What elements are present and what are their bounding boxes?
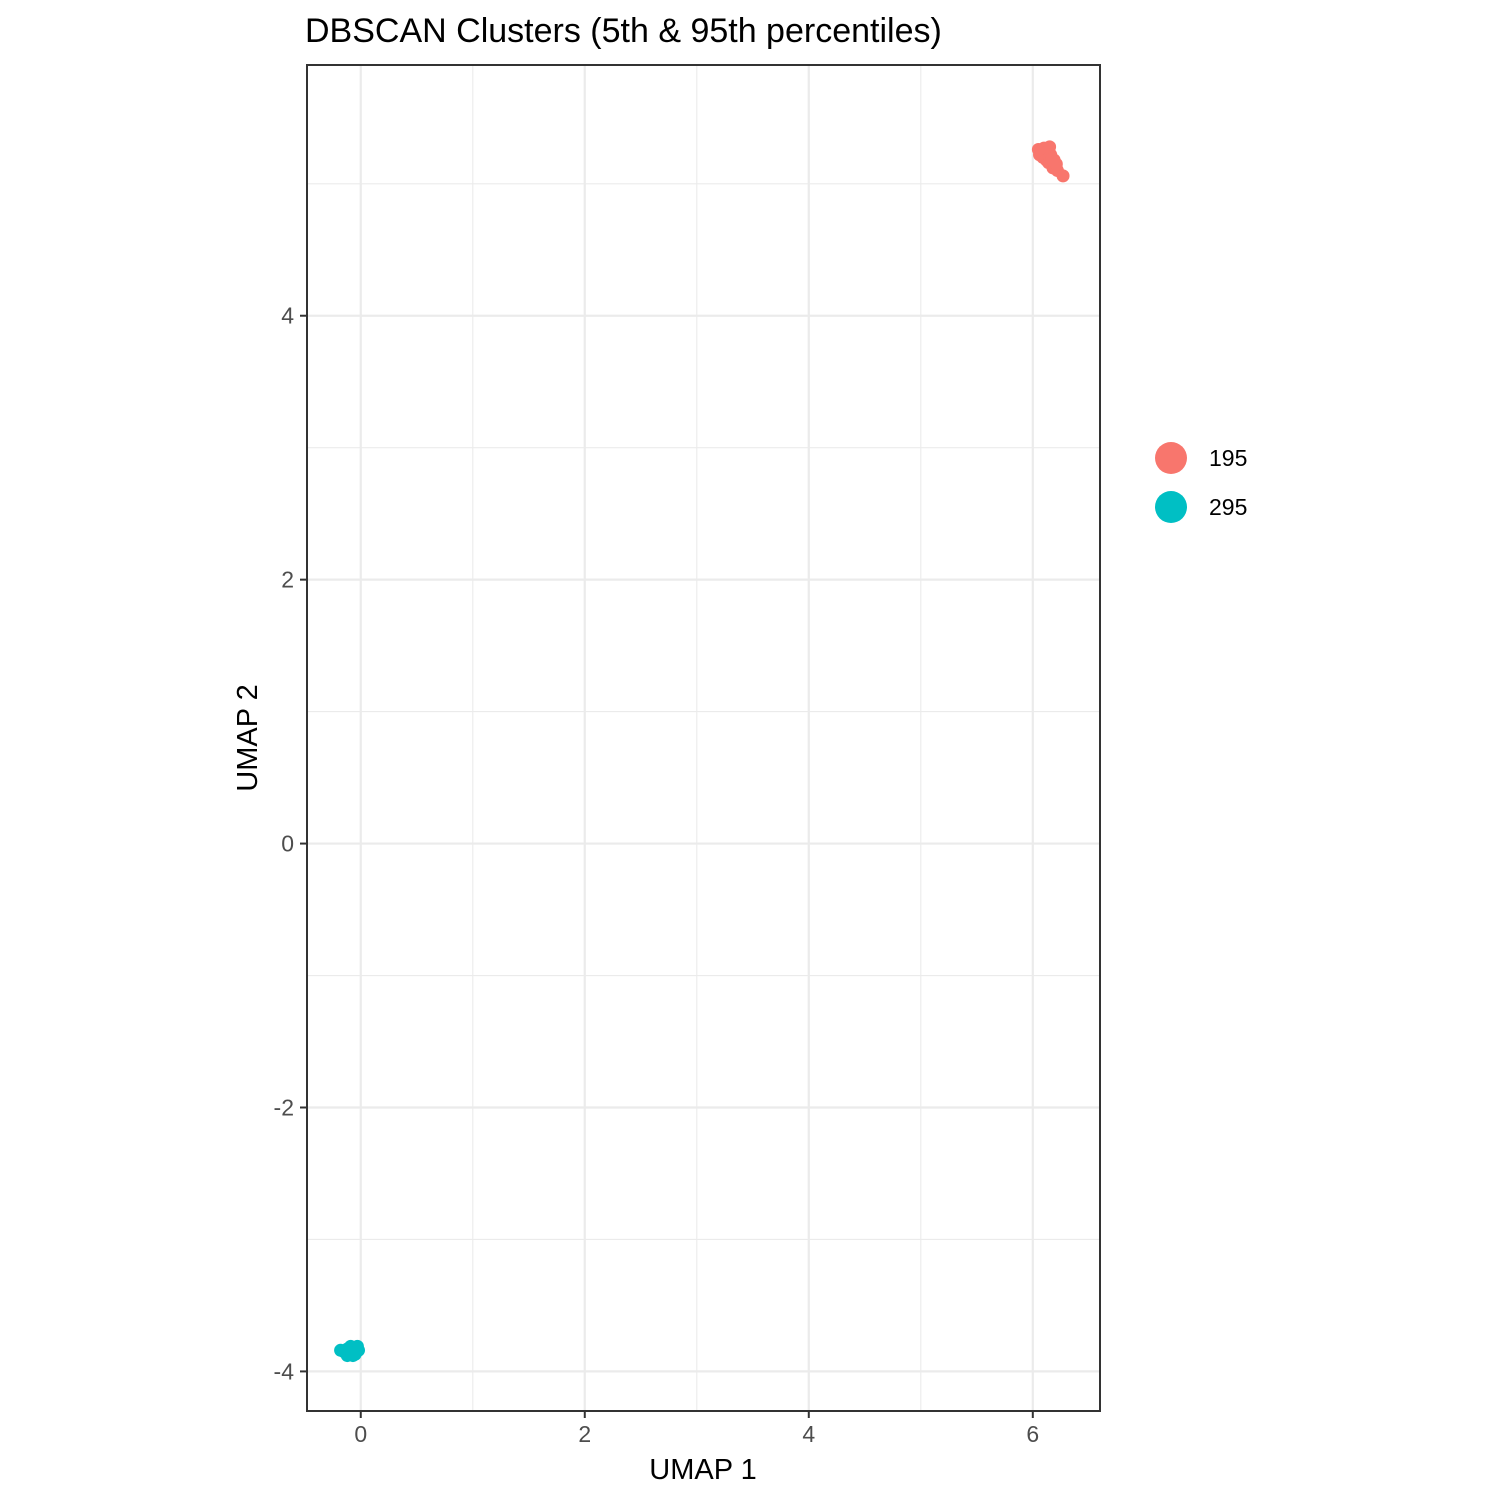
plot-panel-border: [306, 64, 1101, 1412]
scatter-point-195: [1049, 157, 1063, 171]
scatter-point-295: [346, 1346, 360, 1360]
scatter-point-195: [1056, 169, 1070, 183]
legend-label-295: 295: [1209, 494, 1247, 520]
scatter-points: [334, 140, 1070, 1363]
y-tick-label: -2: [274, 1094, 294, 1120]
y-axis-tick-labels: -4 -2 0 2 4: [274, 303, 295, 1385]
legend-key-195: [1155, 442, 1187, 474]
x-tick-label: 4: [802, 1421, 815, 1447]
legend-key-295: [1155, 491, 1187, 523]
plot-grid: [307, 65, 1100, 1411]
y-axis-title: UMAP 2: [232, 684, 264, 791]
x-axis-tick-labels: 0 2 4 6: [354, 1421, 1039, 1447]
x-axis-title: UMAP 1: [649, 1454, 756, 1486]
y-tick-label: 4: [281, 303, 294, 329]
y-tick-label: 2: [281, 567, 294, 593]
x-tick-label: 2: [578, 1421, 591, 1447]
y-tick-label: 0: [281, 831, 294, 857]
legend-label-195: 195: [1209, 445, 1247, 471]
chart-title: DBSCAN Clusters (5th & 95th percentiles): [305, 12, 942, 50]
legend: 195 295: [1155, 442, 1247, 523]
x-tick-label: 0: [354, 1421, 367, 1447]
y-tick-label: -4: [274, 1358, 295, 1384]
x-tick-label: 6: [1026, 1421, 1039, 1447]
axis-ticks: [300, 314, 1034, 1418]
